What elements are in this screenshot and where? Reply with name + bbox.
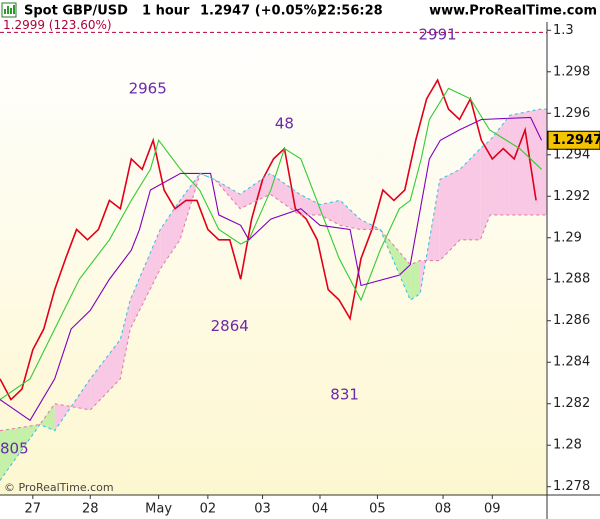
cloud-segment <box>120 299 131 379</box>
cloud-segment <box>299 194 320 215</box>
cloud-segment <box>480 140 491 240</box>
x-tick-label: 28 <box>82 502 99 517</box>
cloud-segment <box>509 109 540 215</box>
y-tick-label: 1.29 <box>553 230 582 245</box>
span_b-line <box>0 108 547 481</box>
y-tick-label: 1.294 <box>553 147 590 162</box>
kijun-line <box>0 116 543 422</box>
reference-label: 1.2999 (123.60%) <box>3 18 112 32</box>
cloud-segment <box>460 148 481 240</box>
y-tick-label: 1.292 <box>553 189 590 204</box>
cloud-segment <box>490 115 510 215</box>
cloud-segment <box>410 260 421 300</box>
annotation: 48 <box>275 115 294 133</box>
cloud-segment <box>240 173 271 209</box>
y-tick-label: 1.286 <box>553 313 590 328</box>
cloud-segment <box>340 200 360 230</box>
cloud-segment <box>270 173 300 215</box>
symbol: Spot GBP/USD <box>24 4 128 19</box>
y-tick-label: 1.288 <box>553 272 590 287</box>
interval: 1 hour <box>142 4 190 19</box>
x-tick-label: 04 <box>312 502 329 517</box>
y-tick-label: 1.282 <box>553 396 590 411</box>
y-tick-label: 1.298 <box>553 64 590 79</box>
y-tick-label: 1.284 <box>553 355 590 370</box>
x-tick-label: 09 <box>484 502 501 517</box>
quote: 1.2947 (+0.05%) <box>200 4 323 19</box>
annotation: 2965 <box>129 79 167 97</box>
cloud-segment <box>0 424 40 481</box>
annotation: 2864 <box>211 317 249 335</box>
site: www.ProRealTime.com <box>429 4 597 19</box>
y-tick-label: 1.3 <box>553 23 574 38</box>
cloud-segment <box>39 403 55 431</box>
price-line <box>0 78 537 401</box>
x-tick-label: 05 <box>369 502 386 517</box>
annotation: 2991 <box>419 25 457 43</box>
x-tick-label: 08 <box>435 502 452 517</box>
plot-layer: 1.2999 (123.60%) 805 2965 2864 48 831 2991 <box>0 18 547 481</box>
cloud-segment <box>319 200 341 226</box>
cloud-segment <box>90 339 121 410</box>
y-tick-label: 1.28 <box>553 438 582 453</box>
cloud-segment <box>130 229 161 330</box>
x-tick-label: 02 <box>200 502 217 517</box>
tenkan-line <box>0 87 542 401</box>
cloud-segment <box>160 200 180 269</box>
last-price-box <box>547 130 600 150</box>
annotation: 831 <box>330 385 359 403</box>
logo-bars <box>4 5 15 14</box>
cloud-segment <box>439 169 461 261</box>
cloud-segment <box>539 109 547 215</box>
plot-area <box>0 22 547 495</box>
last-price-label: 1.2947 <box>552 133 600 148</box>
span_a-line <box>0 172 547 432</box>
annotation: 805 <box>0 439 29 457</box>
x-tick-label: 27 <box>25 502 42 517</box>
x-tick-label: 03 <box>254 502 271 517</box>
y-tick-label: 1.278 <box>553 479 590 494</box>
y-tick-label: 1.296 <box>553 106 590 121</box>
x-tick-label: May <box>145 502 172 517</box>
time: 22:56:28 <box>318 4 383 19</box>
copyright: © ProRealTime.com <box>4 481 114 494</box>
